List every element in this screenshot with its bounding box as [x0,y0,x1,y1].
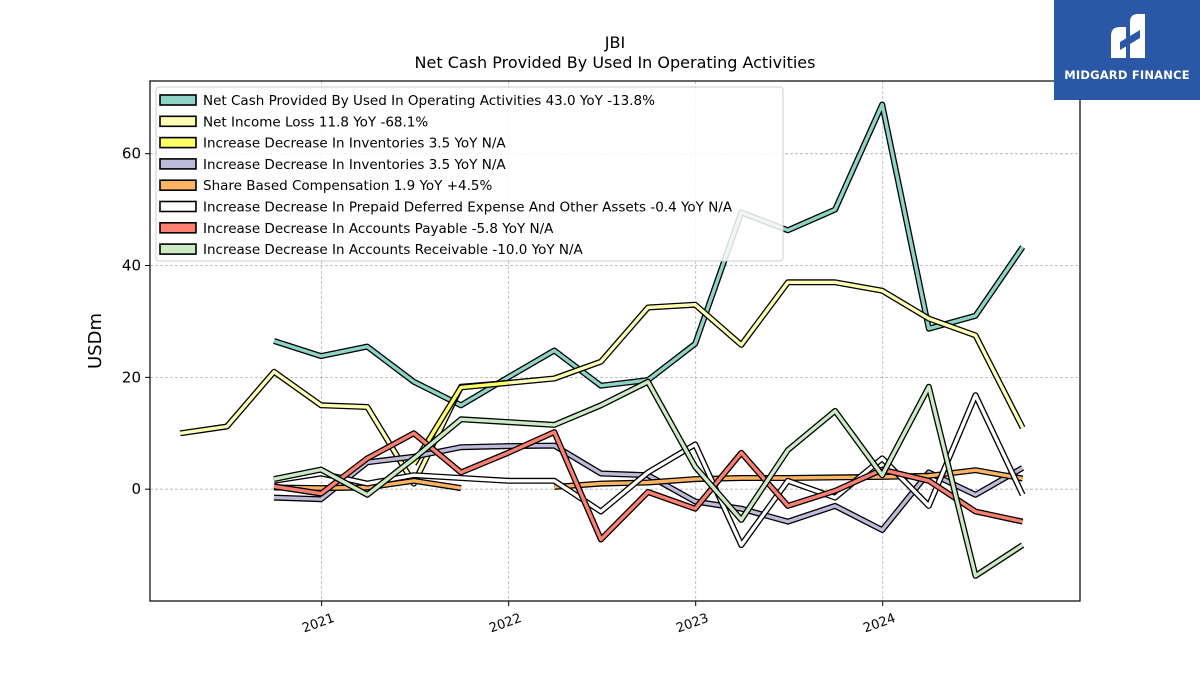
legend-item: Increase Decrease In Inventories 3.5 YoY… [159,136,506,152]
legend-item: Net Cash Provided By Used In Operating A… [159,93,655,109]
y-tick-label: 60 [122,145,141,163]
legend-swatch [159,115,197,128]
chart-title: JBI [604,33,625,52]
legend-box [155,86,784,262]
series-lines [179,101,1026,579]
series-line-7 [273,378,1025,579]
legend-swatch [159,243,197,255]
series-line-6 [273,429,1024,543]
legend-item: Increase Decrease In Accounts Payable -5… [159,221,554,237]
legend-swatch [159,179,197,191]
x-tick-label: 2024 [861,611,897,636]
series-line-1 [179,279,1026,487]
y-tick-label: 40 [122,257,141,275]
legend-label: Net Income Loss 11.8 YoY -68.1% [203,114,428,130]
legend: Net Cash Provided By Used In Operating A… [155,86,784,262]
legend-swatch [159,136,197,149]
legend-item: Share Based Compensation 1.9 YoY +4.5% [159,178,492,194]
y-tick-label: 20 [122,368,141,386]
legend-label: Increase Decrease In Inventories 3.5 YoY… [203,136,506,152]
y-axis-label: USDm [85,313,106,369]
legend-item: Net Income Loss 11.8 YoY -68.1% [159,114,428,130]
legend-swatch [159,200,197,213]
chart-subtitle: Net Cash Provided By Used In Operating A… [415,53,816,72]
legend-swatch [159,94,197,106]
legend-label: Increase Decrease In Accounts Receivable… [203,242,584,258]
x-tick-label: 2021 [300,611,336,636]
midgard-finance-logo: MIDGARD FINANCE [1054,0,1200,100]
legend-item: Increase Decrease In Inventories 3.5 YoY… [159,157,506,173]
legend-label: Net Cash Provided By Used In Operating A… [203,93,655,109]
legend-label: Increase Decrease In Prepaid Deferred Ex… [203,200,733,216]
legend-item: Increase Decrease In Accounts Receivable… [159,242,584,258]
series-line-2 [411,379,509,466]
legend-label: Share Based Compensation 1.9 YoY +4.5% [203,178,492,194]
legend-label: Increase Decrease In Accounts Payable -5… [203,221,554,237]
legend-swatch [159,222,197,234]
logo-mark-icon [1111,14,1145,58]
y-tick-label: 0 [131,480,141,498]
series-line-4 [273,477,462,492]
legend-swatch [159,158,197,170]
logo-text: MIDGARD FINANCE [1064,68,1190,82]
x-tick-label: 2023 [674,611,710,636]
legend-item: Increase Decrease In Prepaid Deferred Ex… [159,200,733,216]
plot-frame [149,80,1081,602]
legend-label: Increase Decrease In Inventories 3.5 YoY… [203,157,506,173]
x-tick-label: 2022 [487,611,523,636]
